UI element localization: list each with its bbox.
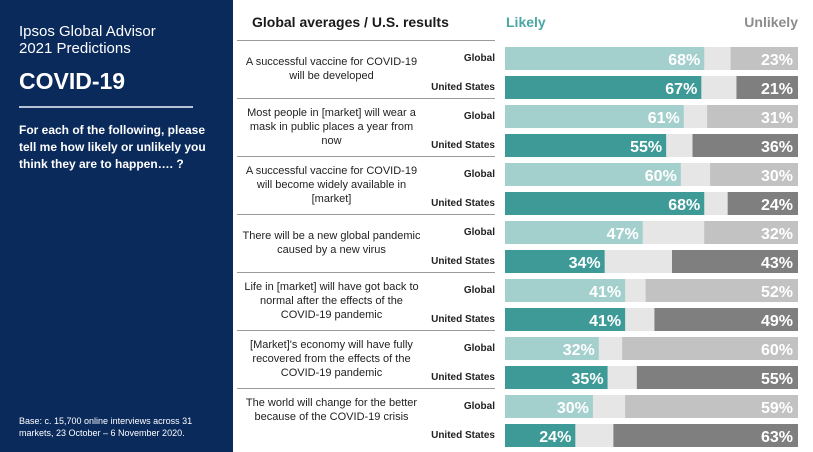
sidebar-divider [19, 106, 193, 108]
legend-likely: Likely [506, 14, 546, 30]
series-label-global: Global [463, 111, 495, 122]
group-divider [237, 214, 495, 215]
question-label: Life in [market] will have got back to n… [244, 281, 419, 321]
group-divider [237, 330, 495, 331]
chart-title: Global averages / U.S. results [252, 14, 449, 30]
bar-unlikely [730, 47, 798, 70]
question-label: Most people in [market] will wear a mask… [247, 107, 416, 147]
bar-likely [505, 47, 705, 70]
series-label-us: United States [431, 372, 495, 383]
bar-unlikely [636, 366, 798, 389]
question-label: The world will change for the better bec… [245, 397, 418, 423]
org-title: Ipsos Global Advisor [19, 23, 156, 40]
value-label-unlikely: 32% [761, 226, 793, 243]
group-divider [237, 98, 495, 99]
value-label-unlikely: 31% [761, 110, 793, 127]
value-label-unlikely: 24% [761, 197, 793, 214]
series-label-global: Global [463, 169, 495, 180]
value-label-unlikely: 59% [761, 400, 793, 417]
value-label-likely: 24% [539, 429, 571, 446]
question-label: [Market]'s economy will have fully recov… [250, 339, 413, 379]
series-label-us: United States [431, 82, 495, 93]
value-label-likely: 55% [630, 139, 662, 156]
value-label-unlikely: 49% [761, 313, 793, 330]
group-divider [237, 272, 495, 273]
value-label-likely: 68% [668, 197, 700, 214]
bar-likely [505, 308, 626, 331]
subtitle: 2021 Predictions [19, 40, 131, 57]
series-label-global: Global [463, 343, 495, 354]
bar-unlikely [645, 279, 798, 302]
bar-likely [505, 105, 684, 128]
series-label-us: United States [431, 140, 495, 151]
value-label-unlikely: 60% [761, 342, 793, 359]
question-label: A successful vaccine for COVID-19 will b… [245, 56, 418, 82]
bar-likely [505, 424, 576, 447]
bar-unlikely [672, 250, 798, 273]
value-label-unlikely: 23% [761, 52, 793, 69]
series-label-us: United States [431, 198, 495, 209]
bar-unlikely [625, 395, 798, 418]
group-divider [237, 40, 495, 41]
value-label-unlikely: 52% [761, 284, 793, 301]
bar-likely [505, 221, 643, 244]
bar-likely [505, 337, 599, 360]
base-note: Base: c. 15,700 online interviews across… [19, 416, 193, 438]
bar-likely [505, 134, 667, 157]
series-label-us: United States [431, 314, 495, 325]
bar-unlikely [654, 308, 798, 331]
value-label-unlikely: 43% [761, 255, 793, 272]
group-divider [237, 388, 495, 389]
value-label-likely: 68% [668, 52, 700, 69]
bar-likely [505, 395, 593, 418]
bar-unlikely [622, 337, 798, 360]
series-label-global: Global [463, 53, 495, 64]
series-label-global: Global [463, 227, 495, 238]
value-label-likely: 60% [645, 168, 677, 185]
bar-unlikely [710, 163, 798, 186]
bar-likely [505, 76, 702, 99]
bar-unlikely [613, 424, 798, 447]
value-label-unlikely: 36% [761, 139, 793, 156]
bar-likely [505, 366, 608, 389]
value-label-likely: 61% [648, 110, 680, 127]
value-label-likely: 34% [569, 255, 601, 272]
series-label-us: United States [431, 256, 495, 267]
bar-unlikely [704, 221, 798, 244]
sidebar-heading: Ipsos Global Advisor 2021 Predictions [19, 23, 156, 57]
value-label-likely: 32% [563, 342, 595, 359]
bar-unlikely [692, 134, 798, 157]
value-label-unlikely: 63% [761, 429, 793, 446]
value-label-likely: 30% [557, 400, 589, 417]
bar-likely [505, 163, 681, 186]
bar-likely [505, 250, 605, 273]
value-label-unlikely: 30% [761, 168, 793, 185]
bar-likely [505, 192, 705, 215]
value-label-unlikely: 55% [761, 371, 793, 388]
value-label-likely: 47% [607, 226, 639, 243]
bar-unlikely [736, 76, 798, 99]
bar-unlikely [707, 105, 798, 128]
bar-likely [505, 279, 626, 302]
value-label-unlikely: 21% [761, 81, 793, 98]
series-label-global: Global [463, 401, 495, 412]
bar-unlikely [727, 192, 798, 215]
legend-unlikely: Unlikely [744, 14, 798, 30]
value-label-likely: 41% [589, 313, 621, 330]
question-label: There will be a new global pandemic caus… [242, 230, 421, 256]
group-divider [237, 156, 495, 157]
value-label-likely: 41% [589, 284, 621, 301]
topic-title: COVID-19 [19, 68, 126, 94]
series-label-global: Global [463, 285, 495, 296]
question-text: For each of the following, please tell m… [19, 123, 206, 171]
series-label-us: United States [431, 430, 495, 441]
value-label-likely: 67% [665, 81, 697, 98]
question-label: A successful vaccine for COVID-19 will b… [245, 165, 418, 205]
value-label-likely: 35% [572, 371, 604, 388]
sidebar: Ipsos Global Advisor 2021 Predictions CO… [0, 0, 233, 452]
